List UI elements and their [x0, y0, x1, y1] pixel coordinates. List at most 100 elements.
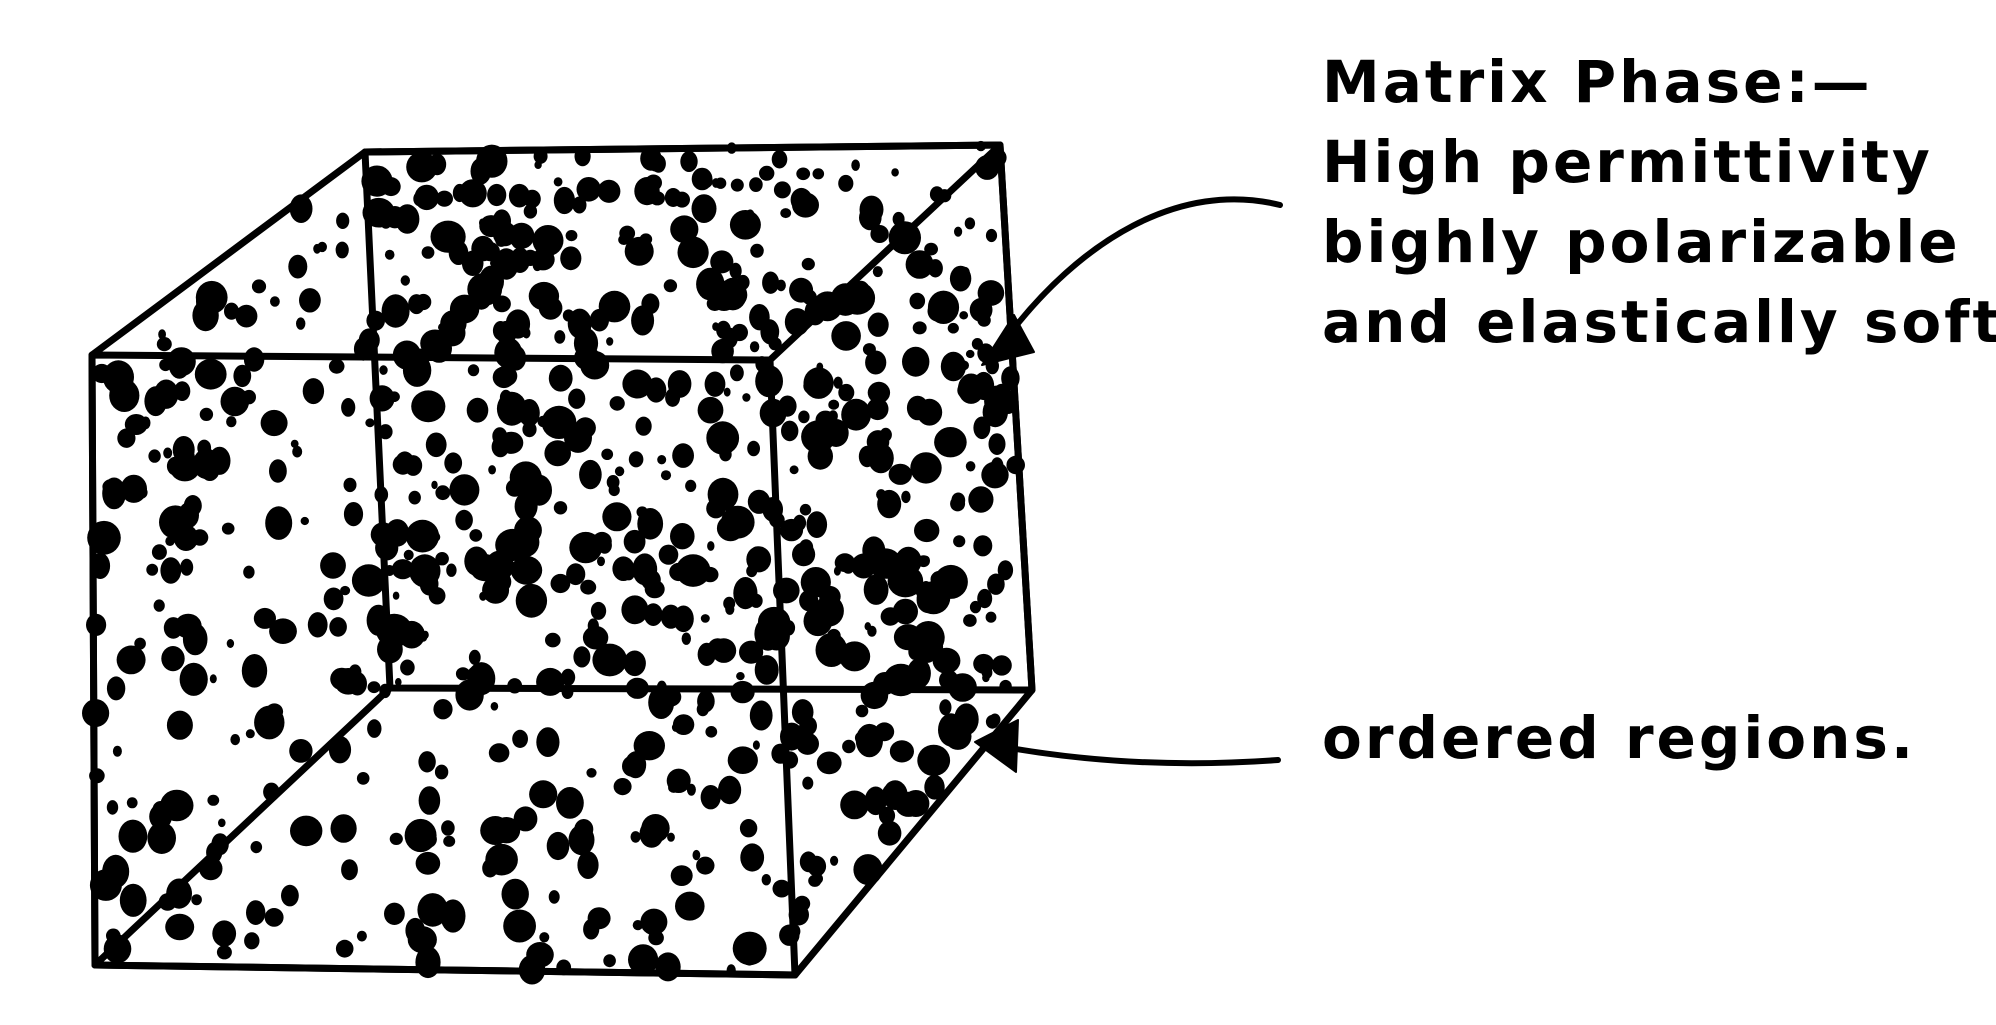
ordered-region-dot — [648, 930, 664, 946]
ordered-region-dot — [538, 296, 563, 320]
ordered-region-dot — [891, 168, 899, 177]
ordered-regions-arrow — [974, 719, 1281, 773]
ordered-region-dot — [146, 563, 159, 576]
ordered-region-dot — [147, 822, 176, 854]
ordered-region-dot — [106, 800, 119, 815]
ordered-region-dot — [430, 220, 466, 253]
ordered-region-dot — [334, 668, 363, 695]
ordered-region-dot — [749, 304, 770, 331]
ordered-region-dot — [490, 258, 499, 268]
ordered-region-dot — [400, 659, 415, 676]
ordered-region-dot — [434, 764, 449, 780]
ordered-region-dot — [165, 536, 175, 546]
ordered-region-dot — [144, 386, 167, 417]
ordered-region-dot — [644, 579, 665, 599]
ordered-region-dot — [630, 831, 641, 843]
ordered-region-dot — [302, 378, 325, 405]
ordered-region-dot — [265, 506, 293, 540]
ordered-region-dot — [718, 775, 742, 805]
ordered-region-dot — [664, 188, 682, 207]
ordered-region-dot — [691, 194, 717, 224]
matrix-phase-line-2: High permittivity — [1322, 128, 1933, 196]
ordered-region-dot — [313, 243, 321, 254]
ordered-region-dot — [207, 794, 220, 806]
ordered-region-dot — [300, 516, 309, 526]
ordered-region-dot — [488, 743, 510, 763]
ordered-region-dot — [668, 782, 680, 793]
ordered-region-dot — [901, 490, 911, 504]
ordered-region-dot — [799, 503, 812, 516]
ordered-region-dot — [378, 424, 393, 440]
ordered-region-dot — [598, 290, 631, 323]
ordered-region-dot — [685, 479, 697, 492]
ordered-region-dot — [522, 249, 539, 266]
ordered-region-dot — [568, 388, 586, 409]
ordered-region-dot — [969, 600, 982, 614]
ordered-region-dot — [657, 455, 667, 465]
ordered-region-dot — [233, 364, 252, 388]
ordered-region-dot — [964, 217, 976, 230]
ordered-region-dot — [985, 228, 998, 243]
ordered-region-dot — [991, 655, 1012, 676]
ordered-region-dot — [480, 816, 511, 845]
ordered-region-dot — [250, 841, 263, 854]
ordered-region-dot — [537, 415, 549, 428]
ordered-region-dot — [924, 242, 938, 256]
ordered-region-dot — [435, 552, 449, 566]
ordered-region-dot — [224, 302, 239, 320]
ordered-region-dot — [634, 177, 660, 206]
ordered-region-dot — [707, 541, 715, 551]
ordered-region-dot — [153, 599, 165, 612]
ordered-region-dot — [716, 320, 731, 340]
ordered-region-dot — [281, 884, 299, 907]
ordered-region-dot — [199, 407, 214, 421]
ordered-region-dot — [739, 640, 764, 664]
ordered-region-dot — [586, 768, 597, 778]
ordered-region-dot — [172, 436, 195, 464]
ordered-region-dot — [245, 729, 255, 739]
ordered-region-dot — [750, 546, 764, 562]
ordered-region-dot — [707, 477, 739, 511]
ordered-region-dot — [356, 930, 367, 942]
ordered-region-dot — [968, 486, 994, 513]
ordered-region-dot — [515, 583, 548, 618]
ordered-region-dot — [762, 271, 780, 294]
ordered-region-dot — [389, 832, 403, 846]
ordered-region-dot — [253, 607, 276, 629]
ordered-region-dot — [455, 509, 473, 531]
ordered-region-dot — [553, 186, 576, 215]
ordered-region-dot — [827, 628, 841, 643]
ordered-region-dot — [438, 322, 448, 332]
ordered-region-dot — [623, 529, 646, 554]
ordered-region-dot — [888, 463, 912, 485]
ordered-region-dot — [195, 280, 228, 314]
ordered-region-dot — [534, 161, 542, 169]
ordered-region-dot — [400, 275, 410, 286]
ordered-region-dot — [747, 489, 771, 514]
ordered-region-dot — [700, 614, 710, 623]
ordered-region-dot — [950, 496, 966, 512]
ordered-region-dot — [723, 596, 736, 611]
ordered-region-dot — [270, 296, 280, 307]
ordered-region-dot — [565, 230, 578, 242]
ordered-region-dot — [179, 662, 208, 696]
ordered-region-dot — [307, 612, 328, 638]
ordered-region-dot — [971, 338, 984, 350]
ordered-region-dot — [633, 731, 665, 761]
ordered-region-dot — [840, 790, 869, 820]
matrix-phase-arrowhead — [981, 314, 1035, 366]
ordered-region-dot — [264, 908, 284, 927]
ordered-region-dot — [546, 831, 570, 861]
ordered-region-dot — [487, 570, 512, 594]
ordered-region-dot — [479, 591, 487, 601]
ordered-region-dot — [243, 565, 255, 579]
ordered-region-dot — [161, 646, 185, 672]
ordered-region-dot — [440, 310, 467, 337]
ordered-region-dot — [244, 932, 260, 950]
ordered-region-dot — [496, 391, 527, 426]
ordered-region-dot — [156, 337, 172, 352]
ordered-region-dot — [220, 386, 250, 417]
ordered-region-dot — [163, 447, 173, 459]
ordered-region-dot — [876, 489, 887, 501]
ordered-region-dot — [982, 397, 1008, 428]
